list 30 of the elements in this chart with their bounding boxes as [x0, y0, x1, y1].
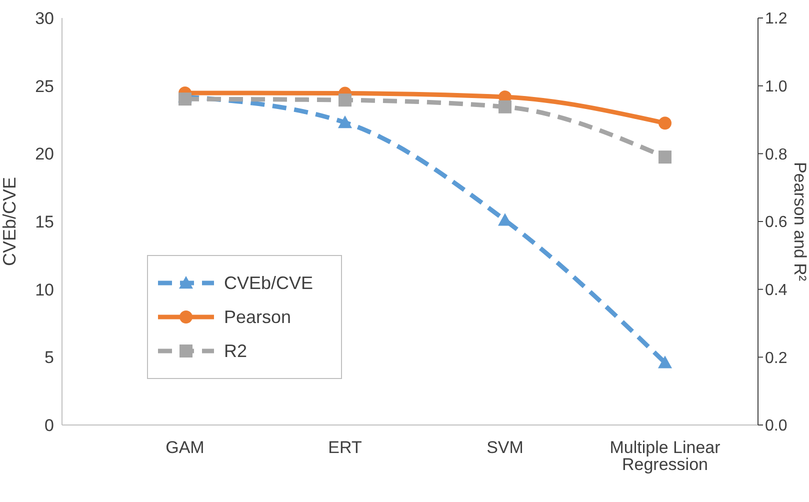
y-tick-label: 25 [35, 76, 54, 96]
y2-tick-label: 0.0 [765, 418, 788, 435]
y-tick-label: 15 [35, 212, 54, 232]
legend-label: CVEb/CVE [224, 272, 314, 295]
point [178, 92, 192, 106]
y2-tick-label: 1.0 [765, 78, 788, 96]
point [658, 356, 672, 368]
y-tick-label: 20 [35, 144, 54, 164]
y-tick-label: 5 [44, 348, 54, 368]
y2-tick-label: 0.8 [765, 146, 788, 164]
point [658, 116, 672, 130]
y2-tick-label: 0.4 [765, 282, 788, 300]
y-tick-label: 10 [35, 280, 54, 300]
y-axis-title: CVEb/CVE [0, 176, 20, 266]
x-tick-label: GAM [166, 438, 204, 458]
legend-label: Pearson [224, 306, 292, 329]
y2-tick-label: 0.6 [765, 214, 788, 232]
y-tick-label: 0 [44, 416, 54, 436]
y2-tick-label: 0.2 [765, 350, 788, 367]
point [658, 150, 672, 164]
point [338, 115, 352, 128]
y2-tick-label: 1.2 [765, 10, 788, 28]
y2-axis-title: Pearson and R² [790, 162, 809, 282]
point [498, 100, 512, 114]
x-tick-label: ERT [328, 438, 362, 458]
legend-label: R2 [224, 340, 248, 363]
point [338, 94, 352, 107]
x-tick-label: SVM [486, 438, 524, 458]
x-tick-label: Multiple Linear Regression [610, 438, 721, 474]
y-tick-label: 30 [35, 9, 54, 28]
